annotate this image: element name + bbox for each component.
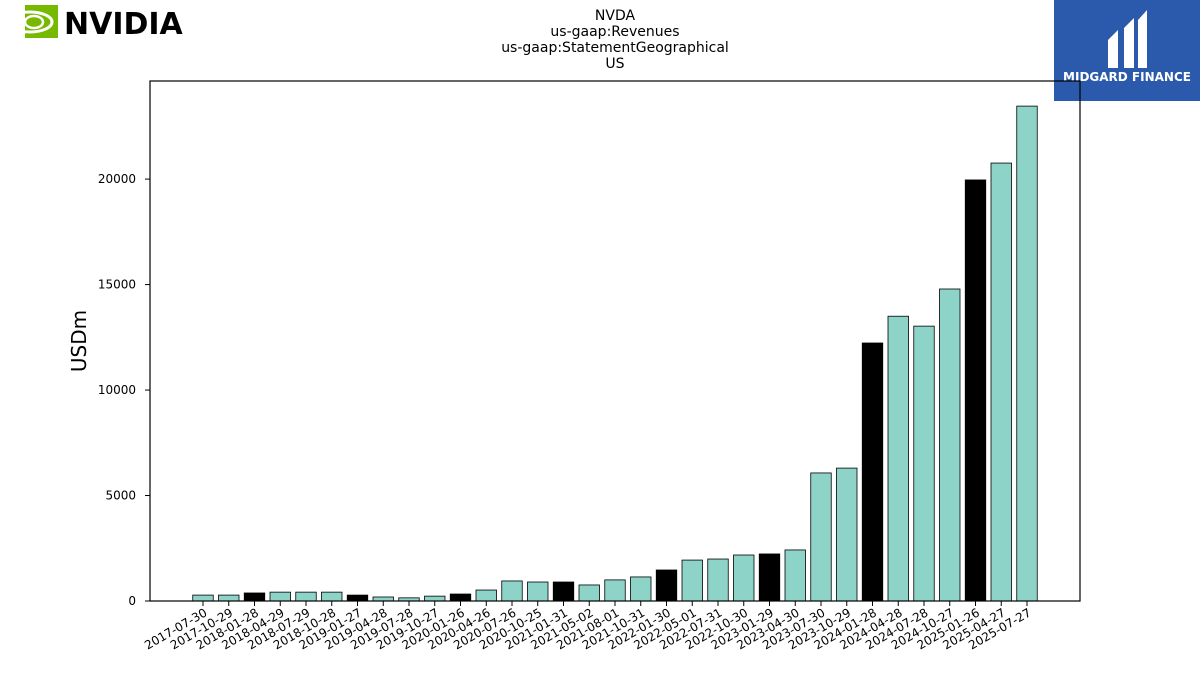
y-axis-label: USDm [67,310,91,372]
plot-frame [149,80,1081,602]
bar [1016,105,1038,602]
bar [758,553,781,602]
bar [578,584,600,602]
chart-title: NVDA [595,8,636,24]
bar [655,569,678,602]
bar [784,549,806,602]
bar [424,595,446,602]
logo-eye [23,14,45,30]
y-tick-label: 20000 [98,172,136,186]
bar [990,162,1012,602]
bar [630,576,652,602]
bar [372,596,394,602]
bar [449,593,472,602]
bar [604,579,626,602]
y-tick-label: 0 [128,594,136,608]
logo-icon [1108,10,1147,68]
bar [707,558,729,602]
bar [501,580,523,602]
chart-title: us-gaap:StatementGeographical [501,40,729,56]
chart-title: US [605,56,624,72]
bar [218,594,240,602]
bar [681,559,703,602]
logo-eye [6,10,54,34]
bar [836,467,858,602]
bar [552,581,575,602]
y-tick-label: 15000 [98,278,136,292]
bar [861,342,884,602]
y-tick-label: 5000 [105,489,136,503]
bar [733,554,755,602]
bar [810,472,832,602]
bar [192,594,214,602]
bar [887,315,909,602]
brand-right: MIDGARD FINANCE [1063,70,1191,84]
bar [527,581,549,602]
y-tick-label: 10000 [98,383,136,397]
bar [295,591,317,602]
bar [475,589,497,602]
bar [269,591,291,602]
midgard-logo: MIDGARD FINANCE [1054,0,1200,101]
nvidia-logo: NVIDIA [6,5,184,42]
bar [964,179,987,602]
bar [913,325,935,602]
bar [243,592,266,602]
chart-title: us-gaap:Revenues [550,24,679,40]
bar [321,591,343,602]
brand-left: NVIDIA [64,7,184,42]
bar [346,594,369,602]
bar [939,288,961,602]
